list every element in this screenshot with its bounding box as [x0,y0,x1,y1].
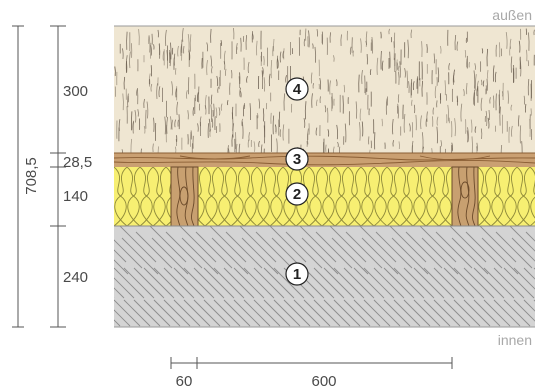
layer-wood-fibre [114,26,535,153]
timber-stud-right [451,166,479,227]
svg-text:4: 4 [293,81,302,98]
inside-label: innen [498,332,532,348]
dim-stud-width: 60 [176,373,193,390]
svg-text:1: 1 [293,266,301,283]
outside-label: außen [492,7,532,23]
total-thickness-dimension [12,25,24,328]
dim-stud-spacing: 600 [311,373,336,390]
dim-wood-fibre: 300 [63,83,88,100]
layer-badge-2: 2 [285,182,309,206]
timber-stud-left [170,166,199,227]
layer-dimension-chain [50,25,66,328]
layer-badge-4: 4 [285,77,309,101]
total-thickness-label: 708,5 [23,157,40,195]
dim-concrete: 240 [63,269,88,286]
dim-insulation: 140 [63,188,88,205]
svg-text:3: 3 [293,151,301,168]
layer-timber-board [114,152,535,167]
dim-timber-board: 28,5 [63,154,92,171]
svg-text:2: 2 [293,186,301,203]
layer-concrete [114,225,535,327]
layer-badge-3: 3 [285,147,309,171]
layer-badge-1: 1 [285,262,309,286]
spacing-dimension-chain [170,357,453,369]
